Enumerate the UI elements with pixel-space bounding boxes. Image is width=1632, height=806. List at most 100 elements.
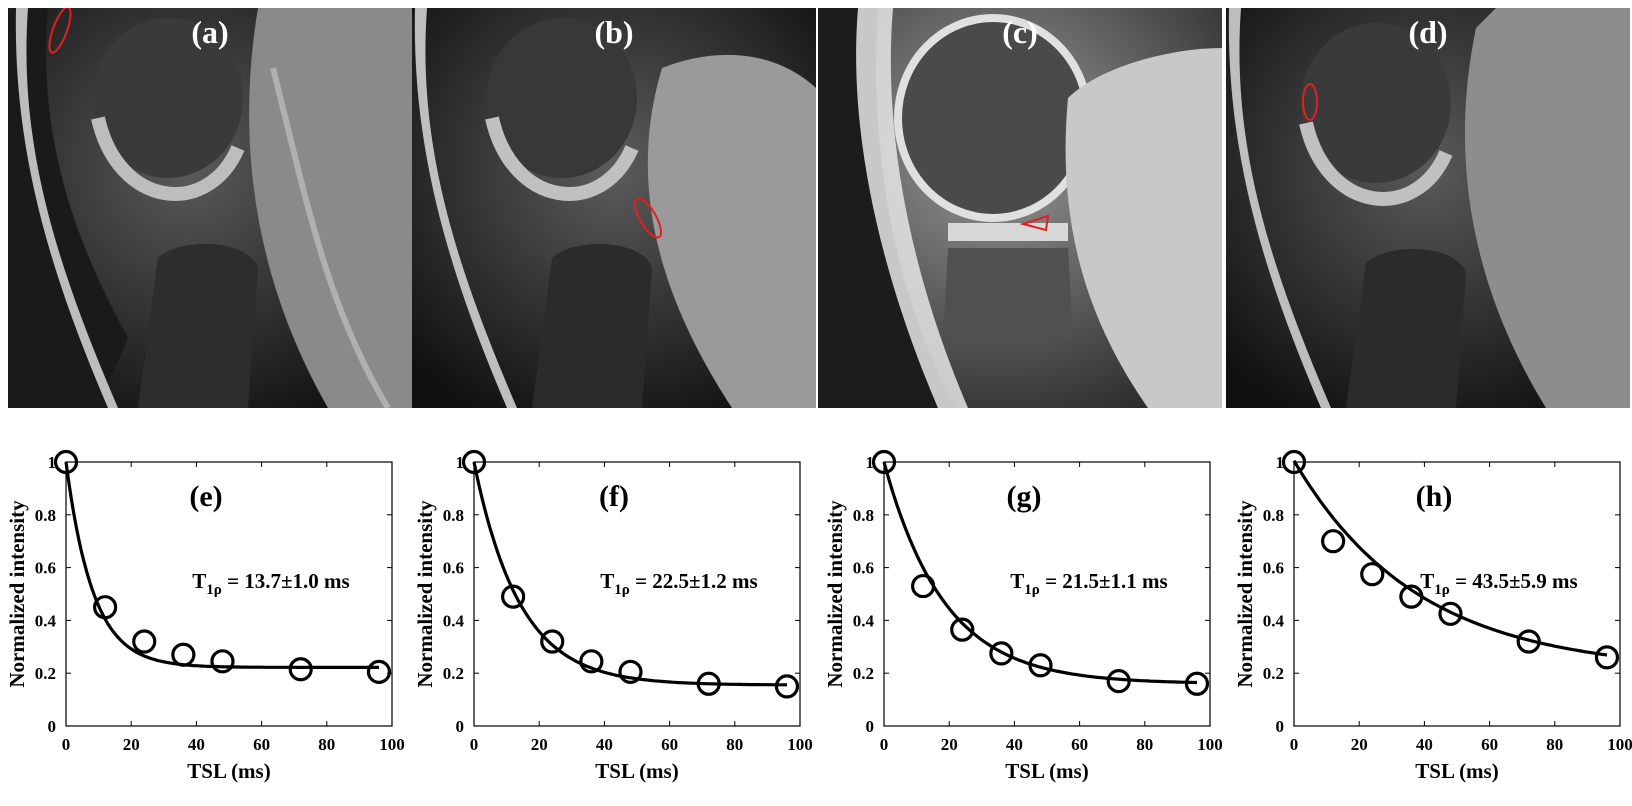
panel-label: (f) bbox=[599, 480, 629, 513]
annotation-symbol: T bbox=[192, 569, 206, 593]
x-tick-label: 100 bbox=[1197, 735, 1223, 754]
fit-curve bbox=[472, 461, 787, 687]
x-tick-label: 80 bbox=[318, 735, 335, 754]
annotation-value: = 22.5±1.2 ms bbox=[630, 569, 758, 593]
plot-frame bbox=[883, 461, 1211, 727]
annotation-subscript: 1ρ bbox=[1024, 582, 1040, 598]
chart-1: 0 20 40 60 80 100 0 0.2 0.4 0.6 0.8 1 (f) T1ρ = 22.5±… bbox=[413, 449, 813, 783]
x-axis-label: TSL (ms) bbox=[1415, 759, 1498, 783]
x-tick-label: 60 bbox=[253, 735, 270, 754]
annotation-symbol: T bbox=[1420, 569, 1434, 593]
y-tick-label: 1 bbox=[1276, 453, 1285, 472]
annotation-symbol: T bbox=[1010, 569, 1024, 593]
annotation-value: = 43.5±5.9 ms bbox=[1450, 569, 1578, 593]
x-axis-label: TSL (ms) bbox=[595, 759, 678, 783]
y-tick-label: 0.8 bbox=[35, 506, 56, 525]
annotation-subscript: 1ρ bbox=[1434, 582, 1450, 598]
panel-label-d: (d) bbox=[1408, 14, 1448, 50]
x-tick-label: 60 bbox=[661, 735, 678, 754]
x-tick-label: 0 bbox=[880, 735, 889, 754]
y-tick-label: 1 bbox=[866, 453, 875, 472]
y-tick-label: 0.4 bbox=[35, 611, 57, 630]
x-tick-label: 40 bbox=[1006, 735, 1023, 754]
annotation-value: = 13.7±1.0 ms bbox=[222, 569, 350, 593]
data-point bbox=[1438, 601, 1463, 626]
x-axis-label: TSL (ms) bbox=[1005, 759, 1088, 783]
x-tick-label: 80 bbox=[1546, 735, 1563, 754]
y-tick-label: 0 bbox=[866, 717, 875, 736]
panel-label: (g) bbox=[1007, 480, 1042, 513]
panel-label: (e) bbox=[189, 480, 222, 513]
annotation-symbol: T bbox=[600, 569, 614, 593]
y-tick-label: 0.2 bbox=[443, 664, 464, 683]
x-tick-label: 100 bbox=[787, 735, 813, 754]
x-tick-label: 20 bbox=[531, 735, 548, 754]
t1rho-annotation: T1ρ = 13.7±1.0 ms bbox=[192, 569, 349, 598]
data-point bbox=[1321, 529, 1346, 554]
y-tick-label: 0 bbox=[1276, 717, 1285, 736]
y-axis-label: Normalized intensity bbox=[413, 500, 437, 688]
y-tick-label: 0.6 bbox=[443, 559, 464, 578]
y-tick-label: 0.4 bbox=[1263, 611, 1285, 630]
data-point bbox=[1281, 449, 1307, 475]
data-point bbox=[210, 649, 235, 674]
y-tick-label: 1 bbox=[456, 453, 465, 472]
x-tick-label: 60 bbox=[1071, 735, 1088, 754]
x-tick-label: 60 bbox=[1481, 735, 1498, 754]
x-tick-label: 80 bbox=[726, 735, 743, 754]
y-tick-label: 0.6 bbox=[1263, 559, 1284, 578]
panel-label-a: (a) bbox=[191, 14, 229, 50]
x-tick-label: 0 bbox=[1290, 735, 1299, 754]
fit-curve bbox=[64, 461, 379, 669]
mri-image-a: (a) bbox=[8, 8, 412, 408]
data-point bbox=[501, 584, 526, 609]
data-point bbox=[1106, 669, 1131, 694]
y-tick-label: 0.8 bbox=[1263, 506, 1284, 525]
y-tick-label: 0 bbox=[48, 717, 57, 736]
x-tick-label: 0 bbox=[470, 735, 479, 754]
chart-0: 0 20 40 60 80 100 0 0.2 0.4 0.6 0.8 1 (e) T1ρ = 13.7±… bbox=[5, 449, 405, 783]
data-point bbox=[1399, 584, 1424, 609]
y-axis-label: Normalized intensity bbox=[5, 500, 29, 688]
x-tick-label: 20 bbox=[1351, 735, 1368, 754]
y-tick-label: 0.2 bbox=[35, 664, 56, 683]
chart-3: 0 20 40 60 80 100 0 0.2 0.4 0.6 0.8 1 (h) T1ρ = 43.5±… bbox=[1233, 449, 1632, 783]
data-point bbox=[696, 671, 721, 696]
t1rho-annotation: T1ρ = 21.5±1.1 ms bbox=[1010, 569, 1167, 598]
data-point bbox=[93, 595, 118, 620]
y-tick-label: 0.4 bbox=[443, 611, 465, 630]
annotation-subscript: 1ρ bbox=[206, 582, 222, 598]
fit-curve bbox=[882, 461, 1197, 685]
panel-label: (h) bbox=[1416, 480, 1453, 513]
annotation-value: = 21.5±1.1 ms bbox=[1040, 569, 1168, 593]
data-point bbox=[774, 674, 800, 699]
x-tick-label: 100 bbox=[379, 735, 405, 754]
data-point bbox=[461, 449, 487, 475]
x-axis-label: TSL (ms) bbox=[187, 759, 270, 783]
y-axis-label: Normalized intensity bbox=[1233, 500, 1257, 688]
data-point bbox=[1184, 671, 1210, 696]
y-tick-label: 0.8 bbox=[853, 506, 874, 525]
data-point bbox=[540, 629, 565, 654]
y-tick-label: 0.2 bbox=[1263, 664, 1284, 683]
x-tick-label: 20 bbox=[941, 735, 958, 754]
y-axis-label: Normalized intensity bbox=[823, 500, 847, 688]
t1rho-annotation: T1ρ = 22.5±1.2 ms bbox=[600, 569, 757, 598]
panel-label-c: (c) bbox=[1002, 14, 1038, 50]
y-tick-label: 0.8 bbox=[443, 506, 464, 525]
mri-image-c: (c) bbox=[818, 8, 1222, 408]
mri-image-b: (b) bbox=[412, 8, 816, 408]
y-tick-label: 1 bbox=[48, 453, 57, 472]
data-point bbox=[1028, 653, 1053, 678]
y-tick-label: 0.4 bbox=[853, 611, 875, 630]
plot-frame bbox=[473, 461, 801, 727]
data-point bbox=[1516, 629, 1541, 654]
y-tick-label: 0.6 bbox=[35, 559, 56, 578]
panel-label-b: (b) bbox=[594, 14, 634, 50]
x-tick-label: 20 bbox=[123, 735, 140, 754]
mri-image-d: (d) bbox=[1226, 8, 1630, 408]
data-point bbox=[989, 641, 1014, 666]
plot-frame bbox=[65, 461, 393, 727]
x-tick-label: 100 bbox=[1607, 735, 1632, 754]
y-tick-label: 0.2 bbox=[853, 664, 874, 683]
